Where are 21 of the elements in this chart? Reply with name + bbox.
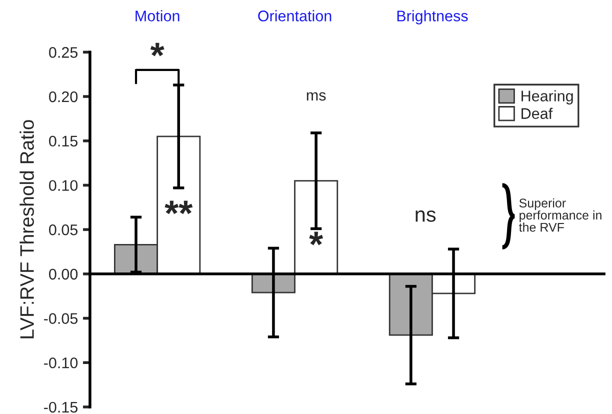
legend-label: Hearing [522, 90, 573, 104]
x-tick-label: Brightness [397, 10, 468, 24]
y-tick-label: -0.05 [44, 313, 78, 324]
x-tick-label: Motion [136, 10, 180, 22]
y-tick-label: 0.05 [49, 224, 78, 236]
annotation: ms [306, 92, 326, 101]
annotation: * [309, 232, 324, 246]
x-tick-label: Orientation [258, 10, 332, 22]
annotation: ns [416, 210, 436, 222]
y-tick-label: 0.25 [49, 47, 78, 58]
y-tick-label: 0.00 [49, 268, 78, 280]
y-tick-label: 0.15 [49, 136, 78, 147]
y-tick-label: -0.15 [44, 402, 78, 413]
y-axis-title: LVF:RVF Threshold Ratio [20, 120, 34, 338]
legend-label: Deaf [522, 108, 553, 119]
annotation: * [150, 42, 164, 56]
y-tick-label: 0.20 [49, 91, 78, 102]
annotation: ** [164, 200, 193, 214]
y-tick-label: 0.10 [49, 180, 78, 191]
y-tick-label: -0.10 [44, 357, 78, 368]
annotation: Superior performance in the RVF [519, 198, 602, 232]
